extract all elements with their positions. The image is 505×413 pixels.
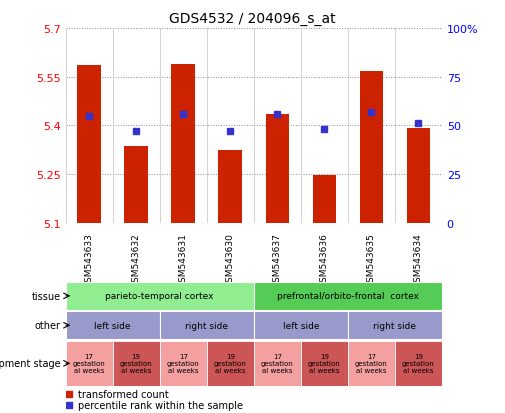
- Bar: [313, 175, 336, 223]
- Text: 19
gestation
al weeks: 19 gestation al weeks: [402, 354, 435, 373]
- Bar: [254, 311, 348, 339]
- Bar: [254, 341, 301, 386]
- Text: development stage: development stage: [0, 358, 61, 368]
- Text: 17
gestation
al weeks: 17 gestation al weeks: [261, 354, 293, 373]
- Bar: [160, 341, 207, 386]
- Bar: [66, 282, 254, 310]
- Text: left side: left side: [94, 321, 131, 330]
- Bar: [124, 147, 148, 223]
- Bar: [301, 341, 348, 386]
- Text: 17
gestation
al weeks: 17 gestation al weeks: [355, 354, 388, 373]
- Text: 19
gestation
al weeks: 19 gestation al weeks: [214, 354, 246, 373]
- Text: other: other: [35, 320, 61, 330]
- Bar: [219, 150, 242, 223]
- Bar: [266, 115, 289, 223]
- Text: tissue: tissue: [31, 291, 61, 301]
- Bar: [113, 341, 160, 386]
- Bar: [160, 311, 254, 339]
- Text: prefrontal/orbito-frontal  cortex: prefrontal/orbito-frontal cortex: [277, 292, 419, 301]
- Text: right side: right side: [185, 321, 228, 330]
- Bar: [348, 311, 442, 339]
- Bar: [395, 341, 442, 386]
- Bar: [407, 128, 430, 223]
- Text: percentile rank within the sample: percentile rank within the sample: [78, 400, 243, 410]
- Text: 19
gestation
al weeks: 19 gestation al weeks: [308, 354, 341, 373]
- Bar: [172, 65, 195, 223]
- Text: 17
gestation
al weeks: 17 gestation al weeks: [73, 354, 106, 373]
- Bar: [66, 311, 160, 339]
- Bar: [254, 282, 442, 310]
- Bar: [66, 341, 113, 386]
- Bar: [77, 66, 101, 223]
- Bar: [348, 341, 395, 386]
- Bar: [207, 341, 254, 386]
- Text: GDS4532 / 204096_s_at: GDS4532 / 204096_s_at: [169, 12, 336, 26]
- Text: right side: right side: [373, 321, 416, 330]
- Text: 17
gestation
al weeks: 17 gestation al weeks: [167, 354, 199, 373]
- Text: 19
gestation
al weeks: 19 gestation al weeks: [120, 354, 153, 373]
- Bar: [360, 71, 383, 223]
- Text: transformed count: transformed count: [78, 389, 169, 399]
- Text: parieto-temporal cortex: parieto-temporal cortex: [106, 292, 214, 301]
- Text: left side: left side: [282, 321, 319, 330]
